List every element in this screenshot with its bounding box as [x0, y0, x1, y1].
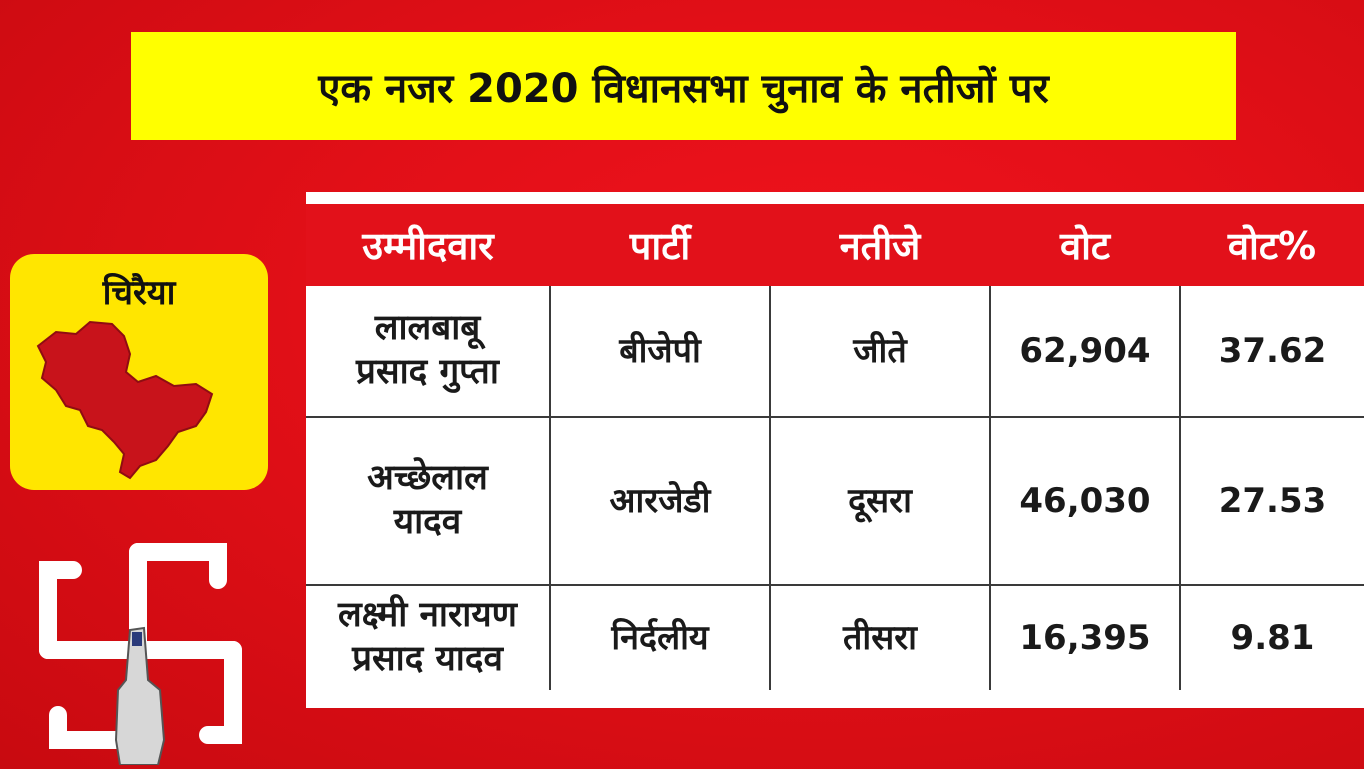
candidate-name-line: लक्ष्मी नारायण [338, 595, 517, 636]
vote-percent-cell: 9.81 [1230, 617, 1315, 658]
constituency-map-icon [36, 320, 214, 480]
voting-finger-swastika-icon [39, 543, 242, 765]
results-table: उम्मीदवार पार्टी नतीजे वोट वोट% लालबाबू … [306, 192, 1364, 690]
candidate-name-line: यादव [393, 502, 462, 542]
votes-cell: 46,030 [990, 417, 1181, 586]
votes-cell: 16,395 [990, 585, 1181, 690]
table-row: लक्ष्मी नारायण प्रसाद यादव निर्दलीय तीसर… [306, 585, 1364, 690]
vote-percent-cell: 37.62 [1180, 286, 1364, 418]
column-header-votes: वोट [990, 192, 1180, 286]
page-title: एक नजर 2020 विधानसभा चुनाव के नतीजों पर [318, 65, 1049, 112]
constituency-card: चिरैया [10, 254, 268, 490]
party-cell: बीजेपी [550, 286, 771, 418]
candidate-name-line: प्रसाद गुप्ता [356, 352, 499, 392]
candidate-name-cell: अच्छेलाल यादव [306, 417, 551, 586]
title-banner: एक नजर 2020 विधानसभा चुनाव के नतीजों पर [131, 32, 1236, 140]
table-header-row: उम्मीदवार पार्टी नतीजे वोट वोट% [306, 192, 1364, 286]
candidate-name-cell: लक्ष्मी नारायण प्रसाद यादव [306, 585, 551, 690]
column-header-result: नतीजे [770, 192, 990, 286]
constituency-name: चिरैया [102, 273, 176, 313]
result-cell: जीते [770, 286, 991, 418]
candidate-name-line: अच्छेलाल [367, 458, 488, 499]
party-cell: आरजेडी [550, 417, 771, 586]
table-row: लालबाबू प्रसाद गुप्ता बीजेपी जीते 62,904… [306, 286, 1364, 418]
vote-percent-cell: 27.53 [1180, 417, 1364, 586]
votes-cell: 62,904 [990, 286, 1181, 418]
results-table-container: उम्मीदवार पार्टी नतीजे वोट वोट% लालबाबू … [306, 192, 1364, 708]
candidate-name-line: प्रसाद यादव [352, 639, 503, 679]
result-cell: दूसरा [770, 417, 991, 586]
table-row: अच्छेलाल यादव आरजेडी दूसरा 46,030 27.53 [306, 417, 1364, 586]
candidate-name-cell: लालबाबू प्रसाद गुप्ता [306, 286, 551, 418]
column-header-vote-percent: वोट% [1180, 192, 1364, 286]
column-header-candidate: उम्मीदवार [306, 192, 550, 286]
party-cell: निर्दलीय [550, 585, 771, 690]
candidate-name-line: लालबाबू [374, 308, 481, 349]
result-cell: तीसरा [770, 585, 991, 690]
column-header-party: पार्टी [550, 192, 770, 286]
